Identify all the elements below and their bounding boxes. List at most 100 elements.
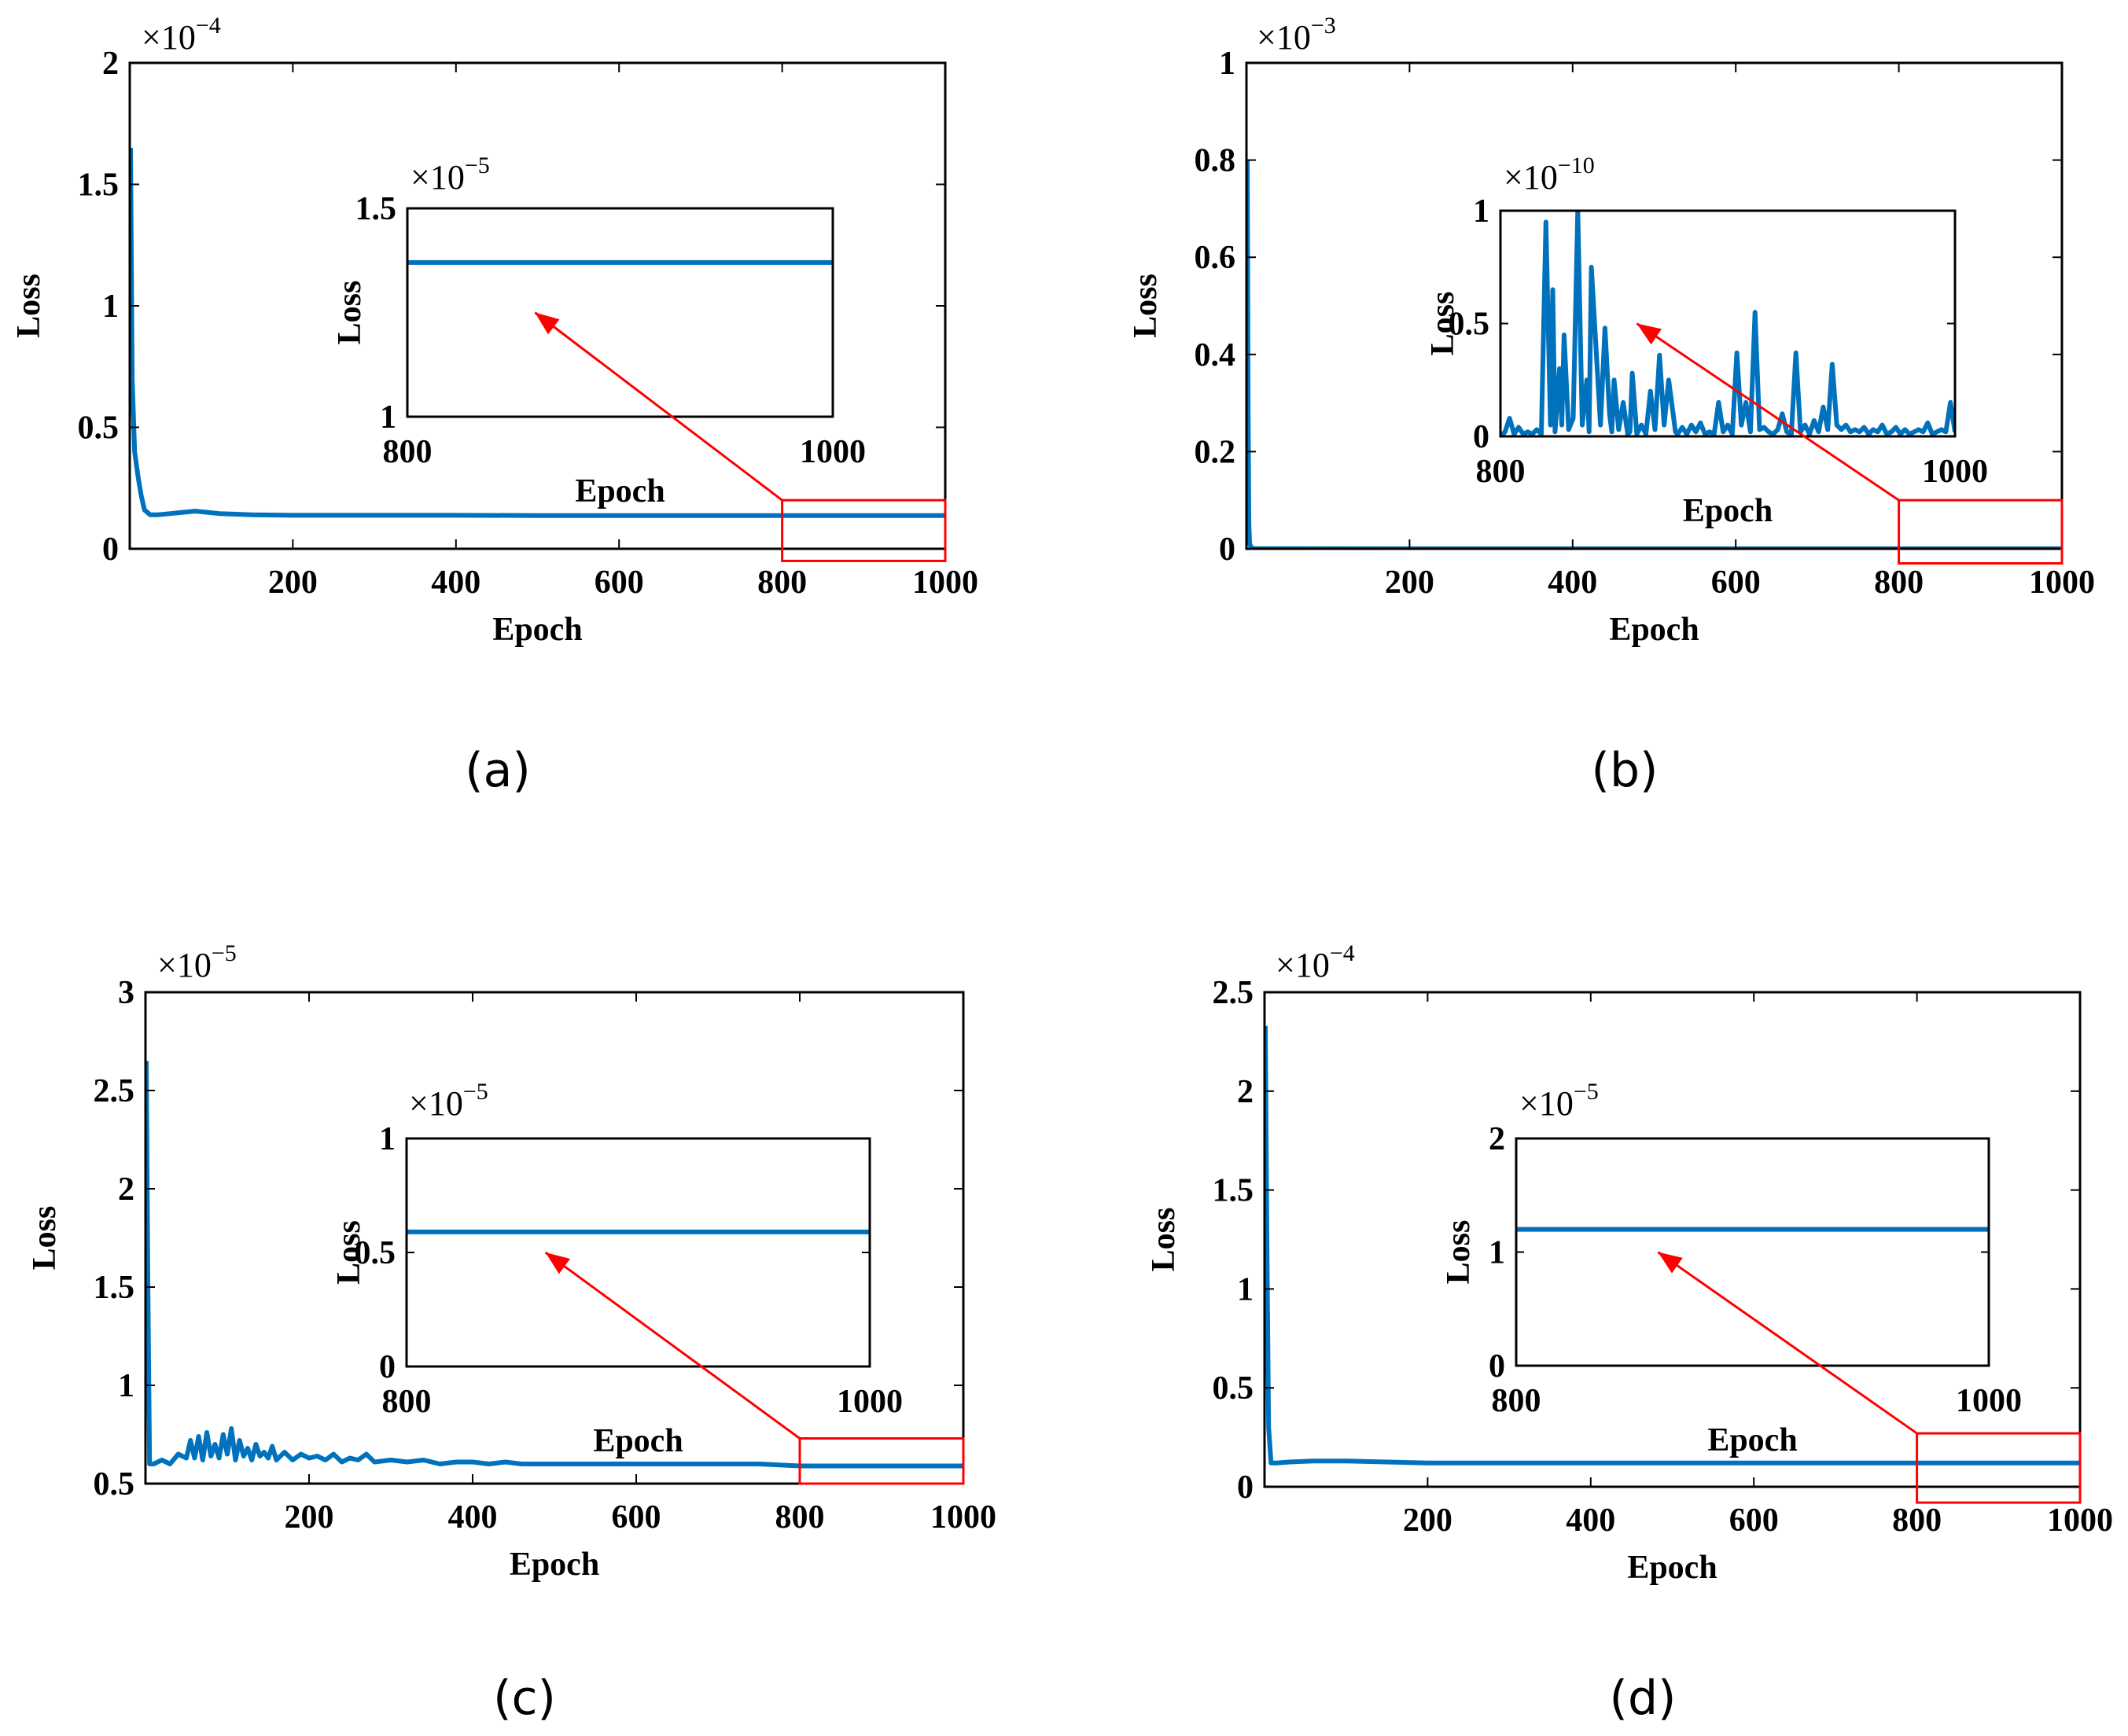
panel-b-zoom-box xyxy=(1898,498,2064,565)
panel-a-inset-axes-frame xyxy=(406,207,834,418)
panel-a-main-xtick-label: 1000 xyxy=(912,565,978,601)
panel-d-main-ytick-label: 0 xyxy=(1237,1469,1254,1506)
panel-d-main-xtick-label: 600 xyxy=(1729,1502,1779,1539)
panel-d: 200 400 600 800 1000 0 0.5 1 1.5 2 2.5 Epoch Loss ×10… xyxy=(1146,940,2113,1726)
panel-b-main-xlabel: Epoch xyxy=(1609,612,1699,648)
panel-c-main-ytick-label: 1 xyxy=(118,1368,134,1404)
panel-a-main-ytick-label: 0 xyxy=(102,531,119,568)
panel-b-main-axes-frame xyxy=(1245,61,2064,550)
panel-a-main-ytick-label: 1.5 xyxy=(78,167,120,204)
panel-a-caption: (a) xyxy=(465,743,531,798)
panel-b-main-exponent-label: ×10−3 xyxy=(1257,13,1336,57)
panel-b-main-ytick-label: 1 xyxy=(1219,46,1235,82)
panel-d-main-ylabel: Loss xyxy=(1146,1208,1182,1272)
panel-c-main-ytick-label: 3 xyxy=(118,975,134,1011)
panel-c-inset-ytick-label: 1 xyxy=(379,1121,396,1157)
panel-d-main-xlabel: Epoch xyxy=(1627,1550,1717,1586)
panel-a-main-exponent-label: ×10−4 xyxy=(142,13,221,57)
panel-d-main-ytick-label: 0.5 xyxy=(1213,1370,1254,1407)
panel-a-main-xtick-label: 600 xyxy=(595,565,644,601)
panel-d-main-exponent-label: ×10−4 xyxy=(1276,940,1355,984)
panel-d-zoom-box xyxy=(1916,1432,2082,1504)
panel-d-main-ytick-label: 1 xyxy=(1237,1271,1254,1308)
panel-b-main-ytick-label: 0.2 xyxy=(1195,434,1236,470)
panel-b-inset-xtick-label: 800 xyxy=(1476,454,1526,490)
panel-d-main-ytick-label: 1.5 xyxy=(1213,1173,1254,1209)
panel-b-main-ytick-label: 0.6 xyxy=(1195,240,1236,276)
panel-d-main-xtick-label: 1000 xyxy=(2047,1502,2113,1539)
panel-d-inset-ylabel: Loss xyxy=(1441,1220,1477,1285)
panel-d-main-ytick-label: 2.5 xyxy=(1213,975,1254,1011)
panel-d-main-ytick-label: 2 xyxy=(1237,1074,1254,1110)
panel-b-inset-series-line-0 xyxy=(1500,211,1955,436)
panel-d-inset-xlabel: Epoch xyxy=(1707,1422,1797,1458)
panel-d-zoom-arrowhead xyxy=(1658,1252,1683,1274)
panel-a-inset-ytick-label: 1.5 xyxy=(355,191,397,227)
panel-b-main-xtick-label: 200 xyxy=(1385,565,1434,601)
panel-c-inset-xtick-label: 1000 xyxy=(837,1384,903,1420)
panel-a-zoom-box xyxy=(781,498,947,562)
panel-a-zoom-arrowhead xyxy=(535,312,560,335)
panel-c-main-ytick-label: 2.5 xyxy=(94,1073,135,1109)
panel-c-inset-ytick-label: 0 xyxy=(379,1349,396,1385)
panel-a-main-ytick-label: 2 xyxy=(102,46,119,82)
panel-a-main-ylabel: Loss xyxy=(11,274,47,338)
panel-c-main-xtick-label: 800 xyxy=(775,1499,825,1536)
panel-c-main-ytick-label: 0.5 xyxy=(94,1466,135,1502)
panel-a-inset-xlabel: Epoch xyxy=(575,473,665,509)
panel-c-zoom-arrowhead xyxy=(545,1252,570,1274)
panel-b-inset-ytick-label: 1 xyxy=(1473,193,1489,230)
panel-b-main-xtick-label: 400 xyxy=(1548,565,1597,601)
panel-d-main-xtick-label: 200 xyxy=(1403,1502,1452,1539)
panel-c-main-xtick-label: 200 xyxy=(285,1499,334,1536)
panel-c-main-xtick-label: 1000 xyxy=(930,1499,996,1536)
panel-a: 200 400 600 800 1000 0 0.5 1 1.5 2 Epoch Loss ×10−4 8… xyxy=(11,13,978,798)
panel-a-inset-ylabel: Loss xyxy=(332,281,368,345)
panel-d-inset-xtick-label: 1000 xyxy=(1956,1383,2022,1419)
panel-a-inset-ytick-label: 1 xyxy=(380,399,396,436)
panel-c-main-ytick-label: 2 xyxy=(118,1171,134,1208)
panel-d-inset-ytick-label: 1 xyxy=(1489,1235,1505,1271)
panel-d-main-axes-frame xyxy=(1263,991,2082,1488)
panel-a-inset-background xyxy=(407,208,833,417)
panel-b-main-xtick-label: 600 xyxy=(1711,565,1761,601)
panel-d-caption: (d) xyxy=(1610,1671,1677,1726)
panel-b-inset-exponent-label: ×10−10 xyxy=(1504,153,1595,197)
panel-b-inset-ytick-label: 0 xyxy=(1473,419,1489,455)
panel-a-main-xtick-label: 800 xyxy=(757,565,807,601)
panel-c-main-ytick-label: 1.5 xyxy=(94,1270,135,1306)
panel-c-main-xtick-label: 600 xyxy=(612,1499,661,1536)
panel-c-main-exponent-label: ×10−5 xyxy=(157,940,237,984)
panel-d-inset-xtick-label: 800 xyxy=(1492,1383,1541,1419)
panel-a-main-ytick-label: 0.5 xyxy=(78,410,120,447)
panel-b-main-ytick-label: 0.8 xyxy=(1195,143,1236,179)
panel-d-inset-background xyxy=(1516,1138,1989,1366)
panel-d-main-series-line-0 xyxy=(1265,1025,2080,1466)
panel-b-inset-xtick-label: 1000 xyxy=(1922,454,1988,490)
panel-a-main-series-line-0 xyxy=(130,148,945,518)
panel-a-main-ytick-label: 1 xyxy=(102,289,119,325)
panel-b-caption: (b) xyxy=(1592,743,1659,798)
panel-a-inset-exponent-label: ×10−5 xyxy=(411,153,490,197)
panel-d-inset-exponent-label: ×10−5 xyxy=(1519,1079,1599,1123)
panel-a-main-xtick-label: 200 xyxy=(268,565,318,601)
panel-a-inset-xtick-label: 800 xyxy=(383,434,433,470)
panel-b-main-xtick-label: 800 xyxy=(1874,565,1924,601)
panel-a-zoom-arrow xyxy=(534,311,783,502)
panel-b-main-xtick-label: 1000 xyxy=(2029,565,2095,601)
panel-c-inset-ylabel: Loss xyxy=(331,1220,367,1285)
panel-c-zoom-arrow xyxy=(544,1251,801,1440)
panel-a-main-xlabel: Epoch xyxy=(492,612,582,648)
panel-c-inset-background xyxy=(407,1138,870,1366)
panel-b-inset-ytick-label: 0.5 xyxy=(1449,307,1490,343)
panel-c-inset-ytick-label: 0.5 xyxy=(355,1235,396,1271)
panel-d-main-xtick-label: 400 xyxy=(1566,1502,1615,1539)
panel-c-main-ylabel: Loss xyxy=(27,1206,63,1271)
panel-c-caption: (c) xyxy=(493,1671,556,1726)
panel-a-main-xtick-label: 400 xyxy=(431,565,480,601)
panel-c-zoom-box xyxy=(798,1437,965,1485)
panel-b-main-ytick-label: 0 xyxy=(1219,531,1235,568)
panel-c-inset-exponent-label: ×10−5 xyxy=(409,1079,488,1123)
panel-b-zoom-arrow xyxy=(1636,322,1900,502)
